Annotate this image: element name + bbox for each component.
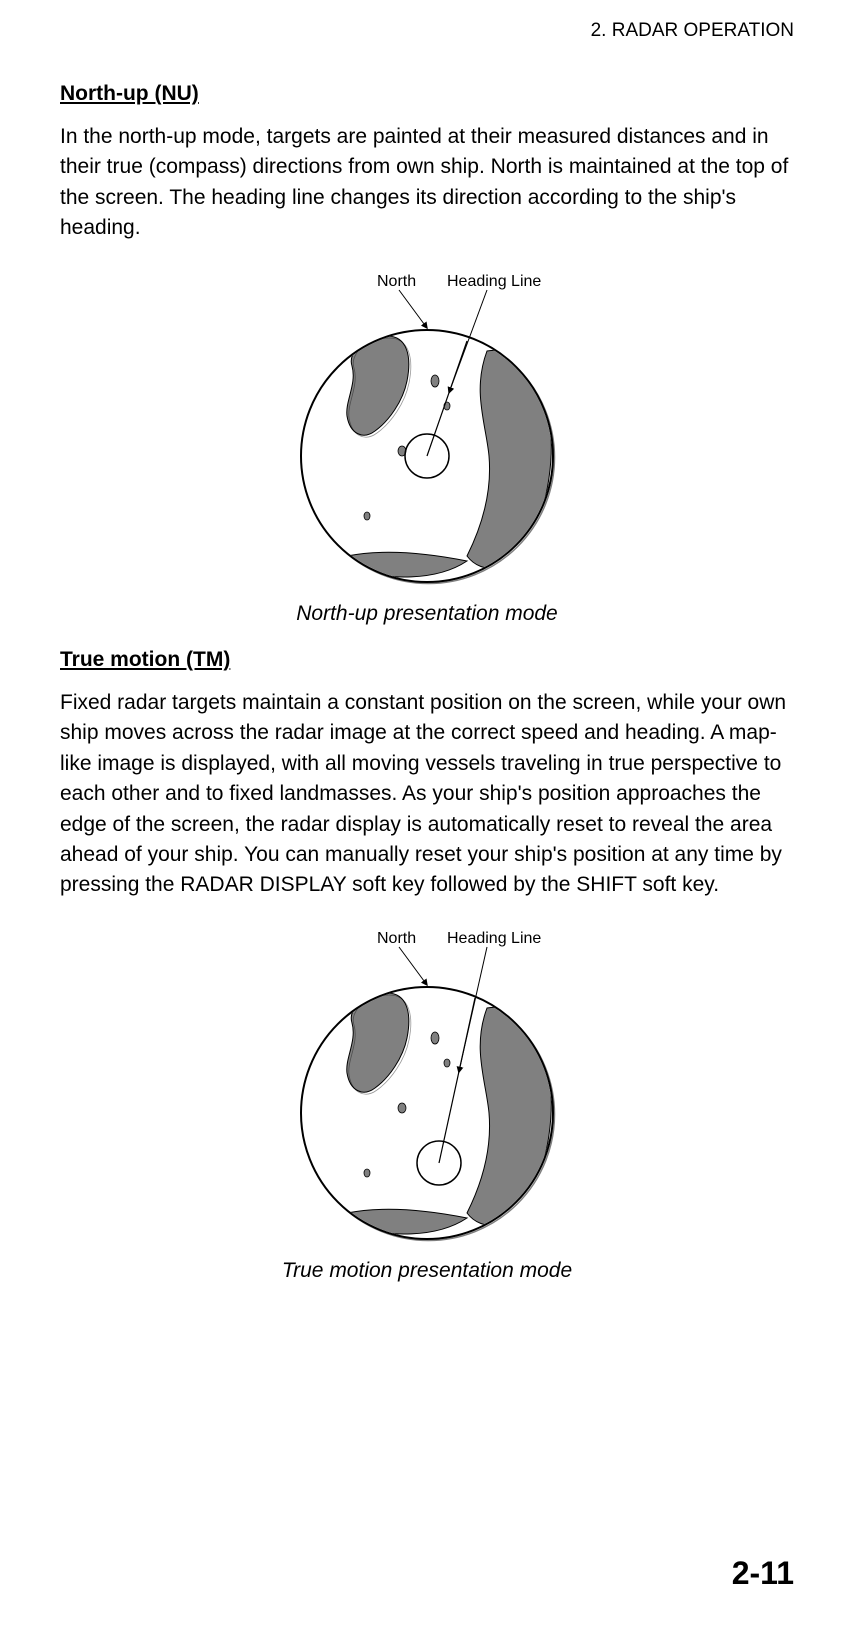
chapter-header: 2. RADAR OPERATION: [60, 20, 794, 42]
svg-text:Heading Line: Heading Line: [447, 273, 541, 290]
section-body-north-up: In the north-up mode, targets are painte…: [60, 122, 794, 244]
figure-north-up: North Heading Line North-up presentation …: [60, 256, 794, 626]
figure-caption-true-motion: True motion presentation mode: [282, 1259, 572, 1283]
svg-text:North: North: [377, 273, 416, 290]
section-body-true-motion: Fixed radar targets maintain a constant …: [60, 688, 794, 901]
page: 2. RADAR OPERATION North-up (NU) In the …: [0, 0, 854, 1632]
section-heading-north-up: North-up (NU): [60, 82, 794, 106]
figure-caption-north-up: North-up presentation mode: [296, 602, 558, 626]
svg-text:Heading Line: Heading Line: [447, 930, 541, 947]
section-heading-true-motion: True motion (TM): [60, 648, 794, 672]
svg-text:North: North: [377, 930, 416, 947]
page-number: 2-11: [732, 1555, 794, 1592]
figure-true-motion: North Heading Line True motion presentati…: [60, 913, 794, 1283]
radar-diagram-true-motion: North Heading Line: [257, 913, 597, 1253]
radar-diagram-north-up: North Heading Line: [257, 256, 597, 596]
